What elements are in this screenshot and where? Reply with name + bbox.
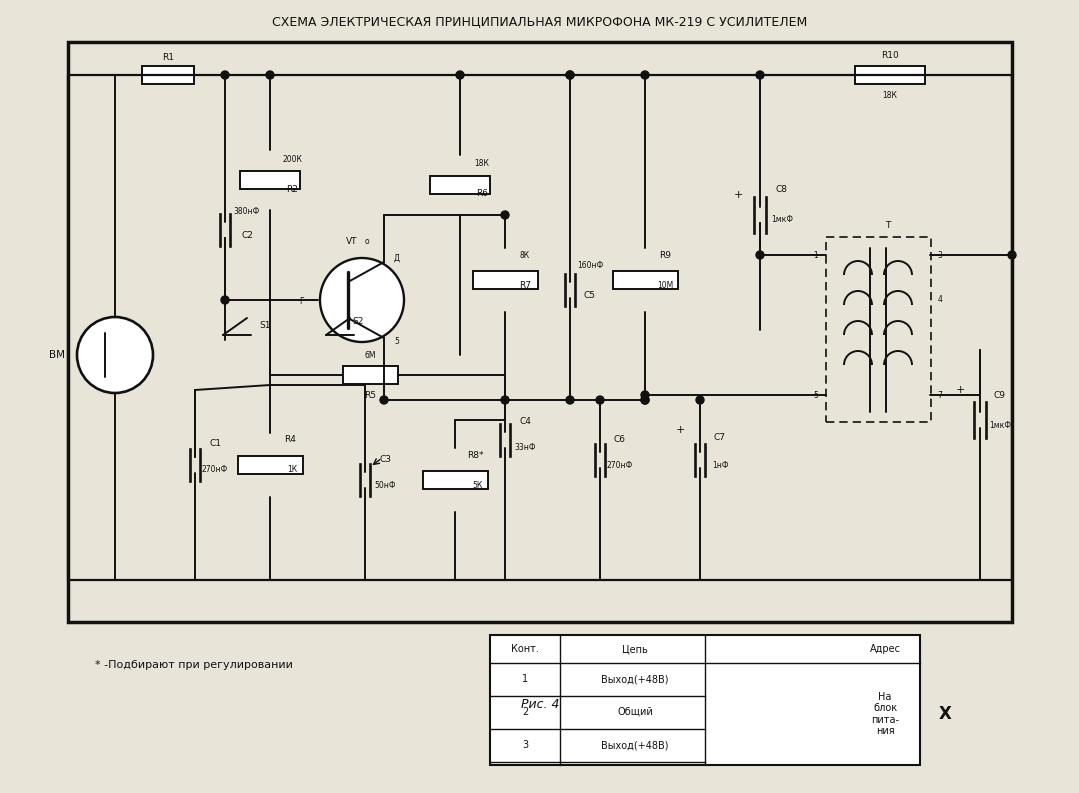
- Bar: [431, 176, 490, 194]
- Text: C4: C4: [519, 417, 531, 427]
- Text: C5: C5: [584, 290, 596, 300]
- Text: Г: Г: [300, 297, 304, 307]
- Bar: [240, 171, 300, 189]
- Text: C6: C6: [614, 435, 626, 445]
- Circle shape: [641, 396, 648, 404]
- Text: S1: S1: [259, 320, 271, 330]
- Circle shape: [456, 71, 464, 79]
- Circle shape: [641, 396, 648, 404]
- Circle shape: [501, 396, 509, 404]
- Text: 6М: 6М: [365, 351, 375, 359]
- Bar: [827, 237, 931, 422]
- Text: Рис. 4: Рис. 4: [521, 699, 559, 711]
- Text: R10: R10: [882, 51, 899, 59]
- Text: 33нФ: 33нФ: [515, 443, 536, 453]
- Text: R4: R4: [284, 435, 296, 445]
- Circle shape: [221, 71, 229, 79]
- Text: СХЕМА ЭЛЕКТРИЧЕСКАЯ ПРИНЦИПИАЛЬНАЯ МИКРОФОНА МК-219 С УСИЛИТЕЛЕМ: СХЕМА ЭЛЕКТРИЧЕСКАЯ ПРИНЦИПИАЛЬНАЯ МИКРО…: [272, 16, 807, 29]
- Circle shape: [77, 317, 153, 393]
- Text: 50нФ: 50нФ: [374, 481, 396, 489]
- Text: C2: C2: [241, 231, 252, 239]
- Bar: [68, 42, 1012, 622]
- Text: о: о: [365, 237, 369, 247]
- Text: Общий: Общий: [617, 707, 653, 717]
- Text: ВМ: ВМ: [49, 350, 65, 360]
- Text: 3: 3: [938, 251, 942, 259]
- Circle shape: [501, 211, 509, 219]
- Text: R5: R5: [364, 390, 375, 400]
- Text: 200К: 200К: [282, 155, 302, 164]
- Text: S2: S2: [353, 317, 364, 327]
- Text: Адрес: Адрес: [870, 644, 901, 654]
- Text: * -Подбирают при регулировании: * -Подбирают при регулировании: [95, 660, 292, 670]
- Text: 5: 5: [814, 390, 819, 400]
- Text: R2: R2: [286, 186, 298, 194]
- Text: +: +: [955, 385, 965, 395]
- Text: Д: Д: [394, 254, 400, 262]
- Circle shape: [566, 71, 574, 79]
- Text: Выход(+48В): Выход(+48В): [601, 740, 669, 750]
- Text: Цепь: Цепь: [623, 644, 647, 654]
- Bar: [343, 366, 398, 384]
- Text: VT: VT: [346, 237, 358, 247]
- Bar: [238, 456, 303, 474]
- Text: 1нФ: 1нФ: [712, 461, 728, 469]
- Circle shape: [756, 251, 764, 259]
- Text: R9: R9: [659, 251, 671, 259]
- Text: Конт.: Конт.: [511, 644, 538, 654]
- Circle shape: [380, 396, 388, 404]
- Circle shape: [267, 71, 274, 79]
- Text: 7: 7: [938, 390, 942, 400]
- Bar: [613, 271, 678, 289]
- Text: R1: R1: [162, 52, 174, 62]
- Text: 18К: 18К: [475, 159, 490, 167]
- Circle shape: [221, 296, 229, 304]
- Text: 1мкФ: 1мкФ: [989, 420, 1011, 430]
- Text: T: T: [885, 221, 890, 231]
- Bar: [423, 471, 488, 489]
- Text: Выход(+48В): Выход(+48В): [601, 674, 669, 684]
- Circle shape: [320, 258, 404, 342]
- Text: 270нФ: 270нФ: [202, 465, 228, 474]
- Text: R7: R7: [519, 281, 531, 289]
- Text: C3: C3: [379, 455, 391, 465]
- Text: C7: C7: [714, 434, 726, 442]
- Text: 18К: 18К: [883, 90, 898, 99]
- Circle shape: [641, 391, 648, 399]
- Text: 4: 4: [938, 296, 942, 305]
- Text: На
блок
пита-
ния: На блок пита- ния: [871, 691, 899, 737]
- Text: R6: R6: [476, 189, 488, 197]
- Text: 2: 2: [522, 707, 528, 717]
- Text: +: +: [734, 190, 742, 200]
- Text: 270нФ: 270нФ: [606, 461, 633, 469]
- Text: 5К: 5К: [472, 481, 482, 489]
- Bar: [473, 271, 538, 289]
- Circle shape: [696, 396, 704, 404]
- Circle shape: [566, 396, 574, 404]
- Text: 1: 1: [522, 674, 528, 684]
- Bar: [855, 66, 925, 84]
- Text: C8: C8: [776, 186, 788, 194]
- Text: C1: C1: [209, 439, 221, 447]
- Text: 1К: 1К: [287, 465, 297, 474]
- Text: +: +: [675, 425, 685, 435]
- Text: 380нФ: 380нФ: [234, 208, 260, 216]
- Text: R8*: R8*: [467, 450, 483, 459]
- Text: X: X: [939, 705, 952, 723]
- Text: 1мкФ: 1мкФ: [771, 216, 793, 224]
- Text: 3: 3: [522, 740, 528, 750]
- Circle shape: [596, 396, 604, 404]
- Text: 8К: 8К: [520, 251, 530, 259]
- Bar: [142, 66, 194, 84]
- Bar: [490, 635, 920, 765]
- Text: 160нФ: 160нФ: [577, 260, 603, 270]
- Text: 1: 1: [814, 251, 818, 259]
- Circle shape: [641, 71, 648, 79]
- Circle shape: [1008, 251, 1016, 259]
- Text: 5: 5: [395, 338, 399, 347]
- Text: C9: C9: [994, 390, 1006, 400]
- Text: 10М: 10М: [657, 281, 673, 289]
- Circle shape: [566, 71, 574, 79]
- Circle shape: [756, 71, 764, 79]
